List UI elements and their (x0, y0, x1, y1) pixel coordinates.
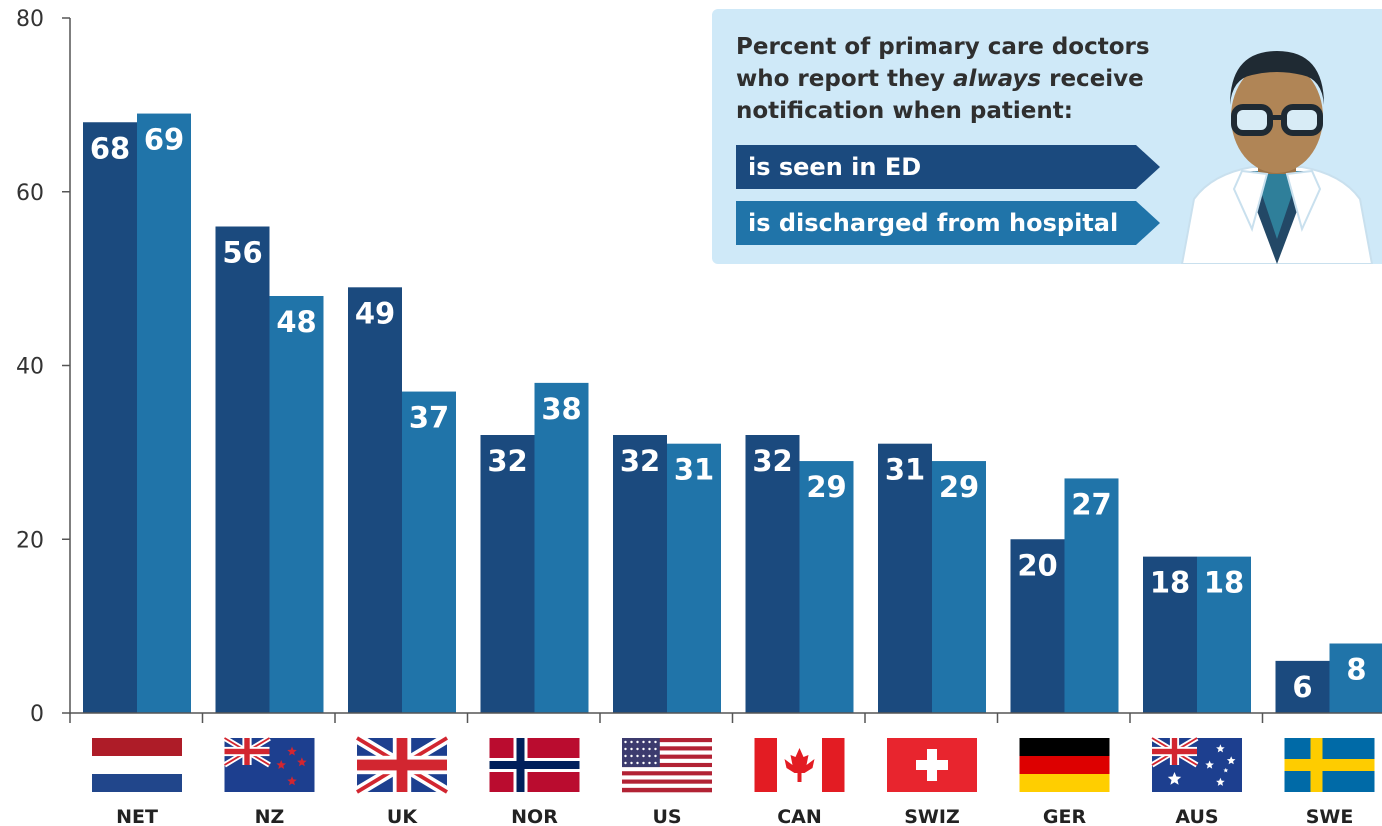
bar-value-label: 32 (487, 444, 527, 478)
legend-item-seen-in-ed: is seen in ED (736, 145, 1160, 189)
category-label: GER (1043, 806, 1087, 826)
bar (1275, 660, 1330, 713)
bar (932, 461, 986, 713)
bar (613, 435, 667, 713)
netherlands-flag-icon (92, 738, 182, 792)
bar (83, 122, 137, 713)
bar-value-label: 32 (620, 444, 660, 478)
bar (480, 435, 535, 713)
us-flag-icon (622, 738, 712, 793)
category-label: NOR (511, 806, 558, 826)
bar (269, 296, 324, 713)
bar-value-label: 68 (90, 131, 130, 165)
switzerland-flag-icon (887, 738, 977, 792)
bar-value-label: 31 (674, 453, 714, 487)
bar-value-label: 38 (541, 392, 581, 426)
category-label: UK (387, 806, 418, 826)
legend-tail-discharged (1136, 201, 1160, 245)
bar (534, 382, 589, 713)
bar (878, 443, 932, 713)
legend-label-discharged: is discharged from hospital (748, 209, 1119, 237)
bar-value-label: 31 (885, 453, 925, 487)
germany-flag-icon (1019, 738, 1110, 792)
bar-value-label: 37 (409, 401, 449, 435)
norway-flag-icon (489, 738, 580, 792)
y-tick-label: 20 (16, 528, 44, 553)
bar-value-label: 20 (1017, 548, 1057, 582)
bar-value-label: 29 (939, 470, 979, 504)
bar-value-label: 18 (1150, 566, 1190, 600)
legend-item-discharged: is discharged from hospital (736, 201, 1160, 245)
bar (799, 461, 854, 713)
flags (92, 733, 1375, 797)
bar (348, 287, 402, 713)
category-label: CAN (777, 806, 822, 826)
doctor-icon (1180, 51, 1374, 264)
y-tick-label: 80 (16, 7, 44, 32)
bar (1064, 478, 1119, 713)
bar-value-label: 18 (1204, 566, 1244, 600)
bar-value-label: 48 (276, 305, 316, 339)
bar (1143, 556, 1197, 713)
bar (745, 435, 800, 713)
legend-label-seen-in-ed: is seen in ED (748, 153, 922, 181)
y-tick-label: 0 (30, 702, 44, 727)
bar-value-label: 6 (1292, 670, 1312, 704)
bar-value-label: 32 (752, 444, 792, 478)
canada-flag-icon (754, 738, 845, 792)
bar (1329, 643, 1382, 713)
bar-value-label: 27 (1071, 487, 1111, 521)
bars: 68 69 56 48 49 37 32 38 32 31 32 29 31 29 20 27 18 18 68 (83, 113, 1382, 713)
bar-value-label: 29 (806, 470, 846, 504)
category-label: NZ (255, 806, 285, 826)
bar (667, 443, 721, 713)
legend-title: Percent of primary care doctors who repo… (736, 34, 1150, 124)
bar-value-label: 8 (1346, 653, 1366, 687)
y-tick-label: 60 (16, 181, 44, 206)
bar-value-label: 56 (222, 236, 262, 270)
bar-value-label: 49 (355, 296, 395, 330)
sweden-flag-icon (1284, 738, 1375, 792)
category-label: NET (116, 806, 158, 826)
legend-tail-seen (1136, 145, 1160, 189)
category-label: US (652, 806, 681, 826)
category-label: SWIZ (904, 806, 960, 826)
bar (137, 113, 191, 713)
category-label: SWE (1306, 806, 1354, 826)
legend: Percent of primary care doctors who repo… (712, 9, 1382, 264)
category-label: AUS (1175, 806, 1218, 826)
bar (1197, 556, 1251, 713)
bar (402, 391, 456, 713)
uk-flag-icon (354, 733, 450, 797)
bar (1010, 539, 1065, 713)
australia-flag-icon (1150, 735, 1242, 792)
bar (215, 226, 270, 713)
new-zealand-flag-icon (223, 735, 315, 792)
y-axis: 0 20 40 60 80 (16, 7, 71, 727)
bar-value-label: 69 (144, 123, 184, 157)
y-tick-label: 40 (16, 355, 44, 380)
x-axis: NET NZ UK NOR US CAN SWIZ GER AUS SWE (69, 712, 1382, 826)
